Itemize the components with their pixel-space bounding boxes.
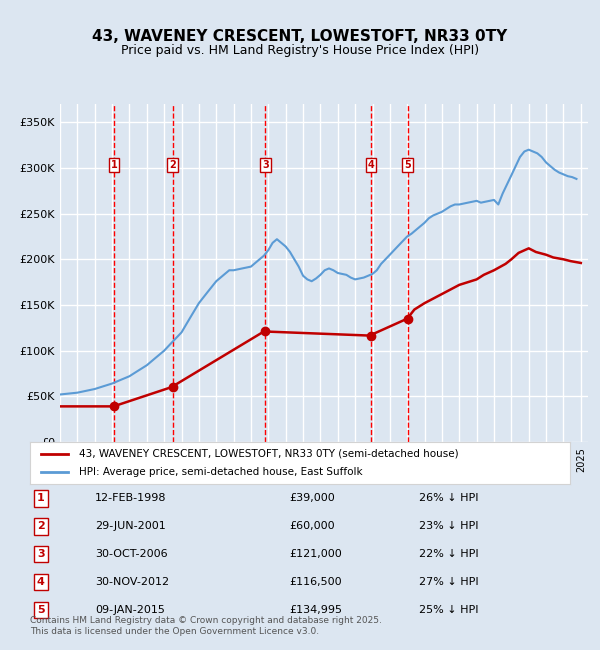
Text: £60,000: £60,000	[289, 521, 335, 531]
Text: 09-JAN-2015: 09-JAN-2015	[95, 605, 164, 615]
Text: £39,000: £39,000	[289, 493, 335, 503]
Text: 27% ↓ HPI: 27% ↓ HPI	[419, 577, 478, 587]
Text: Contains HM Land Registry data © Crown copyright and database right 2025.
This d: Contains HM Land Registry data © Crown c…	[30, 616, 382, 636]
Text: 25% ↓ HPI: 25% ↓ HPI	[419, 605, 478, 615]
Text: £121,000: £121,000	[289, 549, 342, 559]
Text: £116,500: £116,500	[289, 577, 342, 587]
Text: HPI: Average price, semi-detached house, East Suffolk: HPI: Average price, semi-detached house,…	[79, 467, 362, 477]
Text: 26% ↓ HPI: 26% ↓ HPI	[419, 493, 478, 503]
Text: 2: 2	[169, 160, 176, 170]
Text: 43, WAVENEY CRESCENT, LOWESTOFT, NR33 0TY: 43, WAVENEY CRESCENT, LOWESTOFT, NR33 0T…	[92, 29, 508, 44]
Text: 3: 3	[262, 160, 269, 170]
Text: 2: 2	[37, 521, 44, 531]
Text: 12-FEB-1998: 12-FEB-1998	[95, 493, 166, 503]
Text: 29-JUN-2001: 29-JUN-2001	[95, 521, 166, 531]
Text: 43, WAVENEY CRESCENT, LOWESTOFT, NR33 0TY (semi-detached house): 43, WAVENEY CRESCENT, LOWESTOFT, NR33 0T…	[79, 449, 458, 459]
Text: 4: 4	[37, 577, 45, 587]
Text: 23% ↓ HPI: 23% ↓ HPI	[419, 521, 478, 531]
Text: 1: 1	[111, 160, 118, 170]
Text: 3: 3	[37, 549, 44, 559]
Text: 5: 5	[404, 160, 411, 170]
Text: 4: 4	[368, 160, 374, 170]
Text: 30-OCT-2006: 30-OCT-2006	[95, 549, 167, 559]
Text: Price paid vs. HM Land Registry's House Price Index (HPI): Price paid vs. HM Land Registry's House …	[121, 44, 479, 57]
Text: 1: 1	[37, 493, 44, 503]
Text: 5: 5	[37, 605, 44, 615]
Text: £134,995: £134,995	[289, 605, 342, 615]
Text: 22% ↓ HPI: 22% ↓ HPI	[419, 549, 478, 559]
Text: 30-NOV-2012: 30-NOV-2012	[95, 577, 169, 587]
